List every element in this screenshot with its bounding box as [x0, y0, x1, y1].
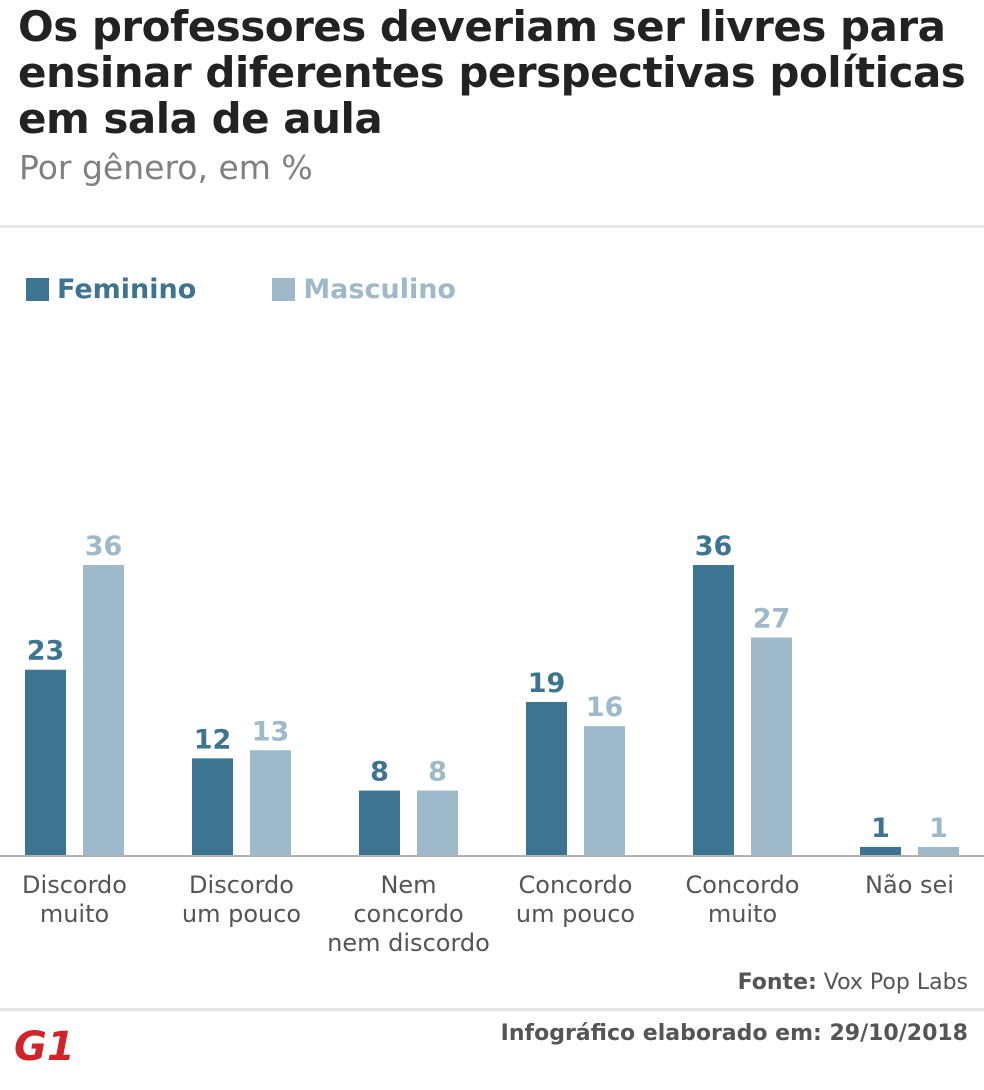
source-value: Vox Pop Labs — [823, 970, 968, 995]
category-label-1: Discordo um pouco — [182, 871, 301, 928]
bar-masculino-4 — [751, 637, 792, 855]
data-label-masculino-1: 13 — [252, 716, 290, 747]
bar-feminino-4 — [693, 565, 734, 855]
category-label-5: Não sei — [865, 871, 954, 899]
category-label-3: Concordo um pouco — [516, 871, 635, 928]
legend-swatch-feminino — [26, 278, 49, 301]
legend-label-masculino: Masculino — [303, 274, 456, 305]
source-label: Fonte: — [737, 970, 817, 995]
bar-masculino-0 — [83, 565, 124, 855]
data-label-feminino-5: 1 — [871, 813, 890, 844]
data-label-feminino-0: 23 — [27, 636, 65, 667]
source-note: Fonte: Vox Pop Labs — [738, 970, 968, 995]
legend-swatch-masculino — [272, 278, 296, 301]
data-label-feminino-3: 19 — [528, 668, 566, 699]
legend-item-feminino: Feminino — [26, 274, 196, 305]
bar-masculino-3 — [584, 726, 625, 855]
bar-chart: 23 36 Discordo muito 12 13 Discordo um pouco 8 8 N… — [0, 531, 984, 957]
bar-masculino-1 — [250, 750, 291, 855]
data-label-masculino-5: 1 — [929, 813, 948, 844]
data-label-masculino-0: 36 — [85, 531, 123, 562]
category-label-2: Nem concordo nem discordo — [327, 871, 490, 957]
data-label-masculino-3: 16 — [586, 692, 624, 723]
legend: Feminino Masculino — [26, 274, 532, 305]
legend-label-feminino: Feminino — [57, 274, 197, 305]
bar-feminino-5 — [860, 846, 901, 855]
footer-divider — [0, 1008, 984, 1011]
category-label-4: Concordo muito — [686, 871, 800, 928]
bar-masculino-2 — [417, 790, 458, 855]
bar-feminino-0 — [25, 669, 66, 855]
data-label-masculino-4: 27 — [753, 604, 791, 635]
data-label-feminino-4: 36 — [695, 531, 733, 562]
bar-feminino-3 — [526, 701, 567, 855]
data-label-feminino-1: 12 — [194, 724, 232, 755]
data-label-feminino-2: 8 — [370, 757, 389, 788]
g1-logo-text: G1 — [14, 1024, 75, 1066]
g1-logo: G1 — [14, 1024, 75, 1066]
chart-subtitle: Por gênero, em % — [19, 148, 313, 187]
chart-title: Os professores deveriam ser livres para … — [18, 2, 966, 143]
header-divider — [0, 225, 984, 228]
credit-note: Infográfico elaborado em: 29/10/2018 — [500, 1021, 968, 1046]
category-label-0: Discordo muito — [22, 871, 127, 928]
legend-item-masculino: Masculino — [272, 274, 456, 305]
bar-masculino-5 — [918, 846, 959, 855]
bar-feminino-2 — [359, 790, 400, 855]
bar-feminino-1 — [192, 758, 233, 855]
data-label-masculino-2: 8 — [428, 757, 447, 788]
